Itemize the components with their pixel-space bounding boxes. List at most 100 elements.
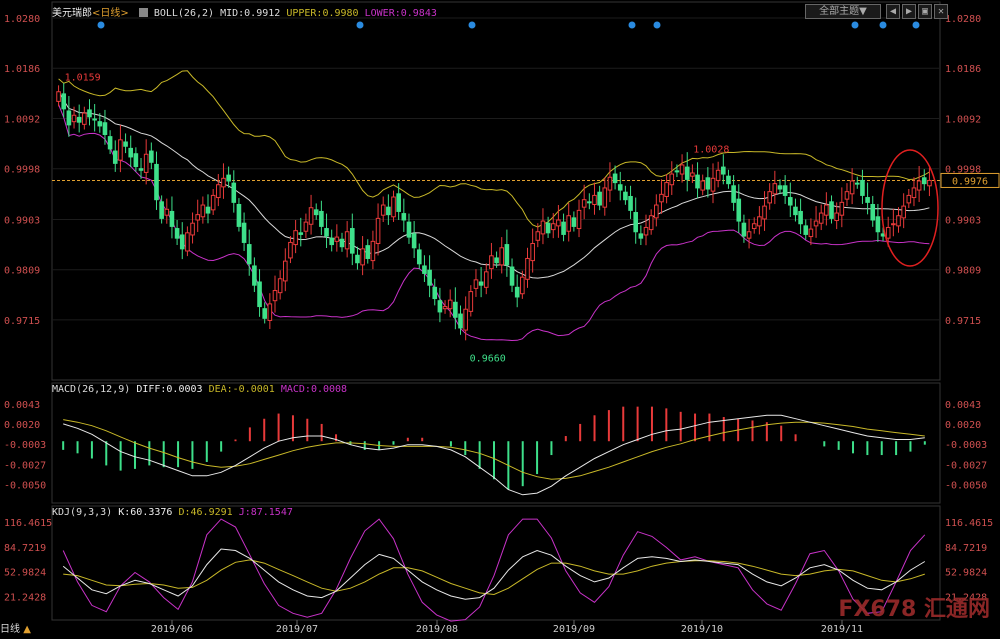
- candle-body: [107, 136, 113, 150]
- candle-body: [293, 230, 298, 246]
- candle-body: [731, 185, 736, 203]
- macd-y-tick-right: -0.0003: [945, 440, 987, 451]
- candle-body: [607, 176, 613, 191]
- candle-body: [349, 228, 355, 254]
- candle-body: [190, 222, 195, 236]
- candle-body: [906, 194, 912, 204]
- event-marker-dot: [912, 21, 920, 29]
- macd-y-tick-left: -0.0003: [4, 440, 46, 451]
- y-tick-label-right: 1.0092: [945, 114, 981, 125]
- indicator-icon[interactable]: [138, 8, 148, 17]
- candle-body: [782, 185, 788, 196]
- candle-body: [102, 122, 108, 135]
- kdj-j-line: [62, 518, 926, 622]
- candle-body: [679, 164, 685, 175]
- forward-icon[interactable]: ▶: [902, 4, 916, 19]
- kdj-header: KDJ(9,3,3) K:60.3376 D:46.9291 J:87.1547: [52, 507, 293, 518]
- candle-body: [896, 215, 901, 227]
- candle-body: [267, 303, 273, 321]
- caret-up-icon: ▲: [23, 624, 31, 635]
- y-tick-label-left: 0.9809: [4, 266, 40, 277]
- period-label[interactable]: <日线>: [92, 8, 129, 19]
- candle-body: [865, 197, 870, 203]
- candle-body: [860, 179, 865, 196]
- macd-label[interactable]: MACD(26,12,9): [52, 384, 131, 395]
- candle-body: [762, 205, 767, 220]
- candle-body: [339, 238, 345, 248]
- candle-body: [834, 212, 839, 222]
- candle-body: [844, 191, 850, 200]
- boll-upper: UPPER:0.9980: [286, 8, 359, 19]
- boll-lower-line: [58, 104, 930, 342]
- candle-body: [143, 153, 149, 173]
- kdj-y-tick-left: 116.4615: [4, 518, 52, 529]
- candle-body: [818, 212, 824, 224]
- candle-body: [576, 209, 582, 230]
- low-annotation: 0.9660: [470, 353, 506, 364]
- candle-body: [324, 228, 329, 237]
- price-tag-value: 0.9976: [952, 176, 988, 187]
- candle-body: [133, 153, 139, 168]
- candle-body: [927, 179, 932, 187]
- macd-dea: DEA:-0.0001: [208, 384, 275, 395]
- candle-body: [380, 204, 386, 216]
- back-icon[interactable]: ◀: [886, 4, 900, 19]
- kdj-y-tick-left: 21.2428: [4, 593, 46, 604]
- kdj-d-line: [63, 559, 925, 596]
- candle-body: [216, 184, 221, 199]
- candle-body: [514, 286, 520, 298]
- kdj-d: D:46.9291: [178, 507, 233, 518]
- candle-body: [504, 244, 510, 266]
- candle-body: [87, 109, 92, 118]
- candle-body: [746, 231, 752, 239]
- candle-body: [149, 150, 154, 163]
- candle-body: [885, 226, 891, 239]
- x-tick-label: 2019/09: [553, 624, 595, 635]
- candle-body: [92, 118, 97, 121]
- candle-body: [236, 203, 242, 227]
- candle-body: [473, 279, 479, 289]
- candle-body: [489, 255, 494, 270]
- period-tab-label: 日线: [0, 624, 20, 635]
- candle-body: [257, 281, 262, 308]
- candle-body: [648, 215, 654, 231]
- macd-value: MACD:0.0008: [280, 384, 348, 395]
- price-tag-box: [940, 172, 1000, 188]
- y-tick-label-left: 1.0280: [4, 14, 40, 25]
- candle-body: [772, 183, 778, 195]
- macd-dea-line: [63, 419, 925, 480]
- macd-y-tick-right: 0.0020: [945, 420, 981, 431]
- expand-icon[interactable]: ▣: [918, 4, 932, 19]
- y-tick-label-left: 1.0186: [4, 64, 40, 75]
- candle-body: [715, 169, 721, 181]
- candle-body: [813, 220, 819, 227]
- candle-body: [695, 174, 700, 189]
- candle-body: [638, 233, 644, 239]
- candle-body: [185, 232, 190, 252]
- candle-body: [442, 306, 448, 310]
- event-marker-dot: [879, 21, 887, 29]
- candle-body: [458, 313, 463, 329]
- candle-body: [499, 247, 505, 266]
- candle-body: [319, 210, 324, 227]
- candle-body: [391, 196, 396, 218]
- candle-body: [803, 225, 809, 235]
- candle-body: [612, 173, 618, 184]
- y-tick-label-left: 0.9715: [4, 316, 40, 327]
- x-tick-label: 2019/10: [681, 624, 723, 635]
- candle-body: [169, 210, 175, 227]
- macd-panel-frame: [51, 382, 941, 504]
- candle-body: [839, 201, 845, 216]
- boll-label[interactable]: BOLL(26,2): [153, 8, 215, 19]
- candle-body: [76, 116, 82, 123]
- close-icon[interactable]: ✕: [934, 4, 948, 19]
- theme-dropdown-button[interactable]: 全部主题▼: [805, 4, 881, 19]
- candle-body: [870, 203, 876, 221]
- period-tab[interactable]: 日线 ▲: [0, 620, 31, 635]
- candle-body: [674, 170, 680, 173]
- kdj-label[interactable]: KDJ(9,3,3): [52, 507, 113, 518]
- candle-body: [365, 245, 371, 259]
- x-tick-label: 2019/11: [821, 624, 863, 635]
- kdj-k: K:60.3376: [118, 507, 173, 518]
